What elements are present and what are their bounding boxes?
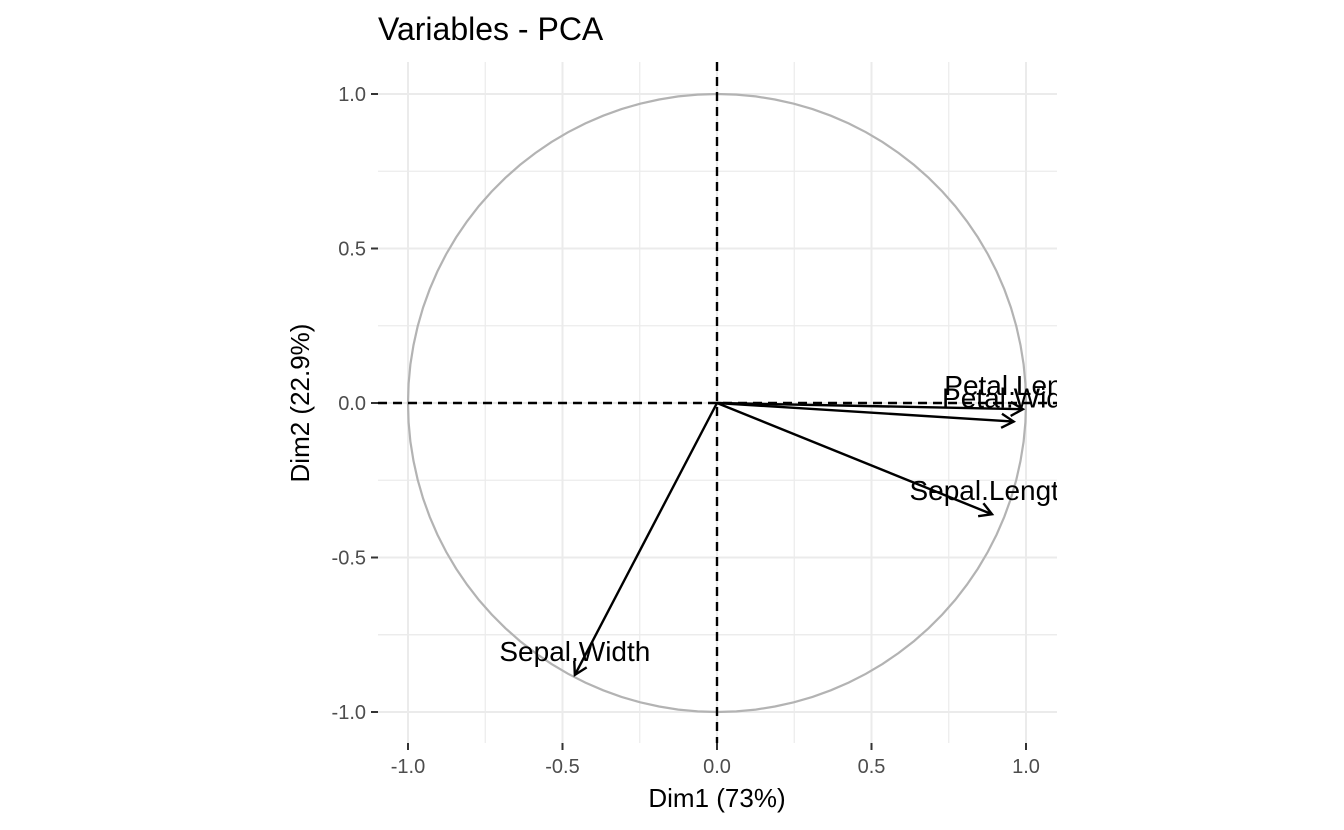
x-tick-label: 0.5 bbox=[858, 756, 886, 778]
variable-arrows bbox=[573, 400, 1026, 678]
label-sepal-width: Sepal.Width bbox=[499, 636, 650, 667]
x-tick-label: 0.0 bbox=[703, 756, 731, 778]
label-petal-width: Petal.Width bbox=[942, 383, 1085, 414]
arrow-petal-length bbox=[716, 401, 1023, 411]
chart-title: Variables - PCA bbox=[378, 11, 604, 47]
x-tick-label: -0.5 bbox=[545, 756, 579, 778]
arrowhead-sepal-length bbox=[977, 502, 995, 518]
x-tick-label: -1.0 bbox=[391, 756, 425, 778]
y-axis-title: Dim2 (22.9%) bbox=[285, 324, 315, 483]
variable-labels: Sepal.Length Sepal.Width Petal.LengthPetal… bbox=[499, 370, 1101, 667]
arrowhead-sepal-width bbox=[573, 660, 588, 678]
reference-lines bbox=[378, 62, 1057, 743]
arrowhead-petal-length bbox=[1010, 400, 1026, 417]
label-sepal-length: Sepal.Length bbox=[909, 475, 1074, 506]
y-tick-label: 0.5 bbox=[338, 239, 366, 261]
y-tick-label: -0.5 bbox=[332, 548, 366, 570]
arrow-sepal-length bbox=[716, 401, 993, 516]
x-axis-title: Dim1 (73%) bbox=[648, 783, 785, 813]
axis-ticks: -1.0 -0.5 0.0 0.5 1.0 1.0 0.5 0.0 -0.5 -1.0 bbox=[332, 84, 1040, 778]
y-tick-label: -1.0 bbox=[332, 702, 366, 724]
label-petal-length: Petal.Length bbox=[944, 370, 1101, 401]
x-tick-label: 1.0 bbox=[1012, 756, 1040, 778]
y-tick-label: 0.0 bbox=[338, 393, 366, 415]
arrow-petal-width bbox=[716, 401, 1014, 423]
y-tick-label: 1.0 bbox=[338, 84, 366, 106]
arrow-sepal-width bbox=[573, 402, 719, 676]
arrowhead-petal-width bbox=[1000, 412, 1017, 429]
